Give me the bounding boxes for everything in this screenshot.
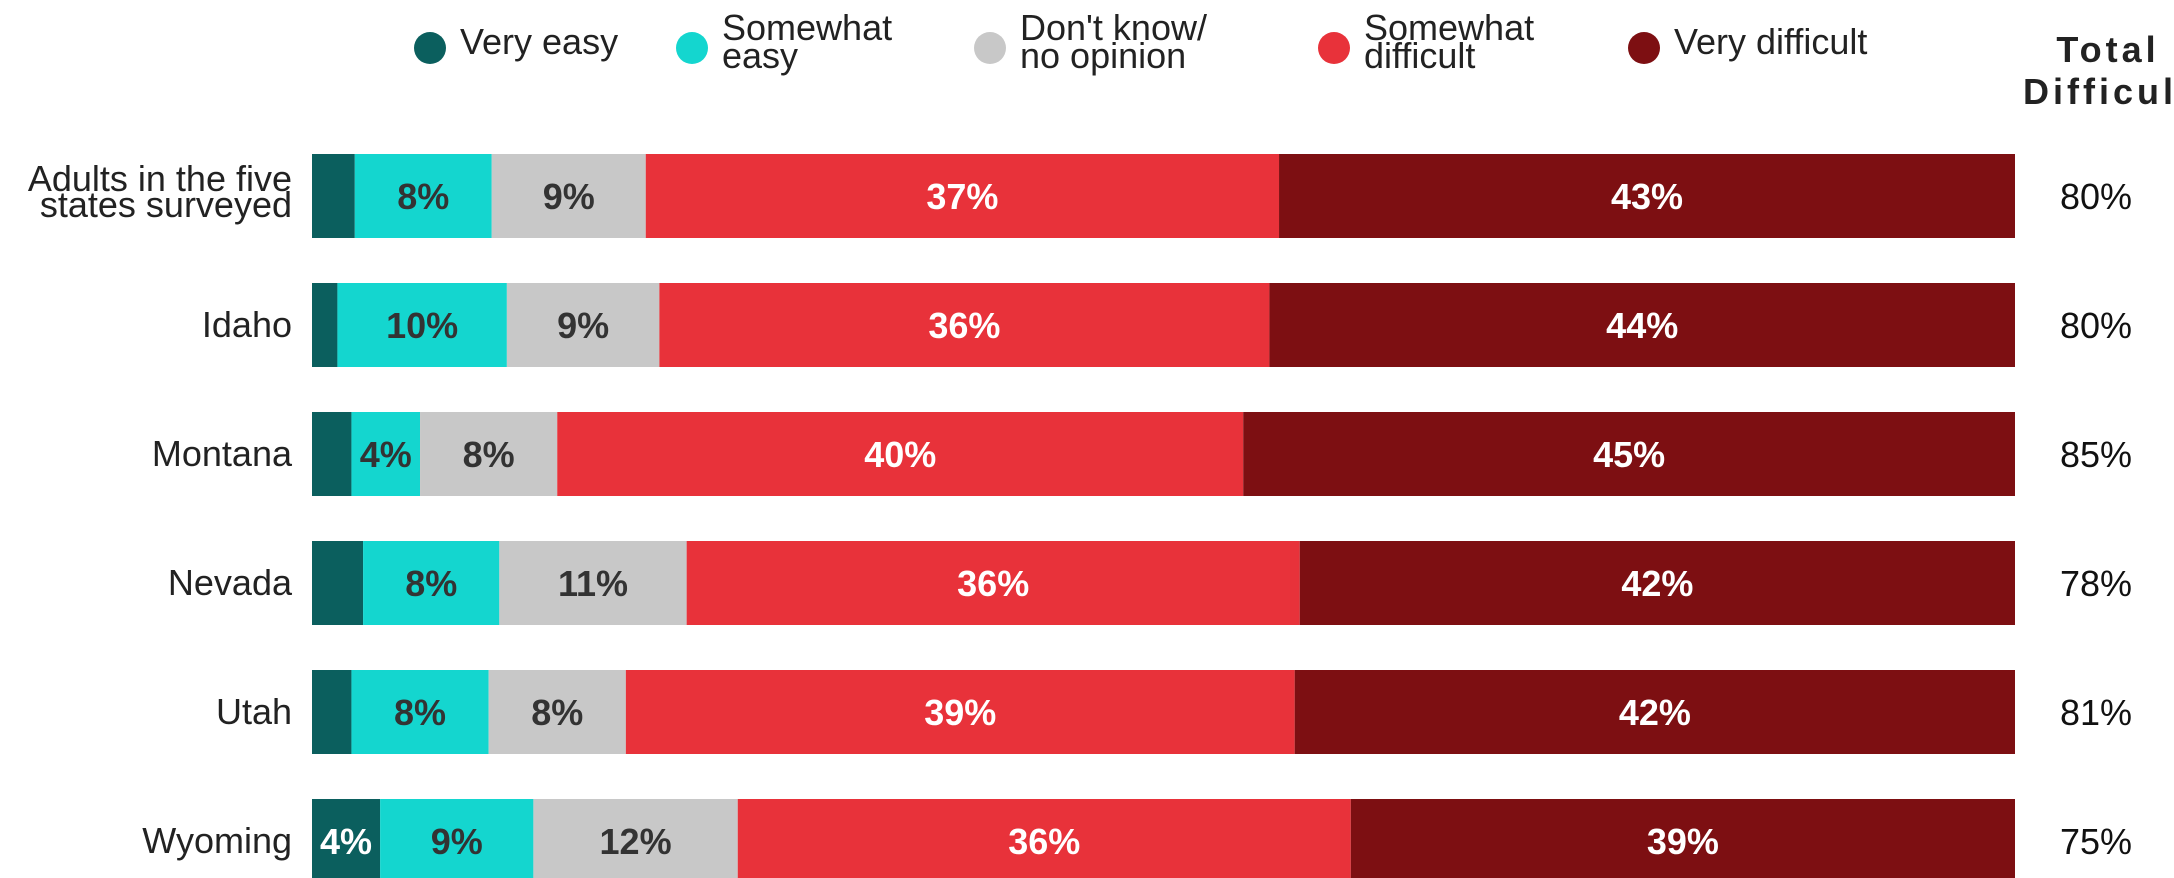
bar-segment-very-easy (312, 283, 338, 367)
data-label: 4% (320, 821, 372, 862)
total-difficult-value: 85% (2060, 434, 2132, 475)
data-label: 40% (864, 434, 936, 475)
bar-row-utah: Utah 8% 8% 39% 42% 81% (216, 670, 2132, 754)
bar-segment-somewhat-difficult (737, 799, 1351, 878)
total-header-text: Total (2056, 29, 2159, 70)
total-difficult-value: 80% (2060, 176, 2132, 217)
bar-segment-somewhat-easy (363, 541, 500, 625)
bar-segment-somewhat-easy (351, 412, 421, 496)
bar-segment-very-easy (312, 412, 352, 496)
bar-segment-somewhat-easy (351, 670, 489, 754)
total-difficult-value: 75% (2060, 821, 2132, 862)
total-difficult-value: 78% (2060, 563, 2132, 604)
bar-segment-very-difficult (1243, 412, 2015, 496)
total-difficult-value: 81% (2060, 692, 2132, 733)
legend-marker-very-easy (414, 32, 446, 64)
bar-segment-very-difficult (1299, 541, 2015, 625)
category-label: Montana (152, 433, 293, 474)
bar-segment-very-difficult (1294, 670, 2015, 754)
data-label: 42% (1621, 563, 1693, 604)
legend-label: Very easy (460, 21, 618, 62)
data-label: 44% (1606, 305, 1678, 346)
data-label: 4% (360, 434, 412, 475)
bar-row-idaho: Idaho 10% 9% 36% 44% 80% (202, 283, 2132, 367)
legend-item-very-easy: Very easy (414, 21, 618, 64)
bar-row-wyoming: Wyoming 4% 9% 12% 36% 39% 75% (142, 799, 2132, 878)
bar-segment-very-difficult (1350, 799, 2015, 878)
total-header-text: Difficult (2023, 71, 2174, 112)
legend-label: Very difficult (1674, 21, 1867, 62)
legend-item-don-t-know-no-opinion: Don't know/no opinion (974, 7, 1207, 76)
bar-segment-don-t-know-no-opinion (506, 283, 660, 367)
data-label: 36% (1008, 821, 1080, 862)
bar-segment-somewhat-difficult (645, 154, 1280, 238)
data-label: 36% (928, 305, 1000, 346)
category-label: Utah (216, 691, 292, 732)
data-label: 8% (531, 692, 583, 733)
bar-segment-somewhat-easy (380, 799, 534, 878)
category-label: Idaho (202, 304, 292, 345)
legend-label: no opinion (1020, 35, 1186, 76)
legend-label: Somewhat (1364, 7, 1534, 48)
bar-row-montana: Montana 4% 8% 40% 45% 85% (152, 412, 2132, 496)
total-difficult-value: 80% (2060, 305, 2132, 346)
bar-segment-don-t-know-no-opinion (420, 412, 558, 496)
bar-segment-somewhat-easy (337, 283, 507, 367)
data-label: 8% (394, 692, 446, 733)
legend-label: easy (722, 35, 798, 76)
legend-marker-somewhat-difficult (1318, 32, 1350, 64)
data-label: 9% (431, 821, 483, 862)
category-label: Nevada (168, 562, 293, 603)
data-label: 10% (386, 305, 458, 346)
data-label: 8% (463, 434, 515, 475)
category-label: Adults in the five (28, 158, 292, 199)
legend-marker-somewhat-easy (676, 32, 708, 64)
bar-segment-very-difficult (1279, 154, 2015, 238)
data-label: 8% (405, 563, 457, 604)
total-difficult-header: TotalDifficult (2023, 29, 2174, 112)
legend-marker-very-difficult (1628, 32, 1660, 64)
category-label: Wyoming (142, 820, 292, 861)
bar-row-nevada: Nevada 8% 11% 36% 42% 78% (168, 541, 2132, 625)
bar-segment-somewhat-easy (354, 154, 492, 238)
bar-segment-very-easy (312, 670, 352, 754)
data-label: 37% (926, 176, 998, 217)
data-label: 42% (1619, 692, 1691, 733)
category-label: states surveyed (40, 184, 292, 225)
bar-segment-don-t-know-no-opinion (499, 541, 687, 625)
data-label: 8% (397, 176, 449, 217)
bar-segment-very-easy (312, 541, 364, 625)
data-label: 39% (924, 692, 996, 733)
data-label: 36% (957, 563, 1029, 604)
data-label: 39% (1647, 821, 1719, 862)
bar-segment-don-t-know-no-opinion (491, 154, 646, 238)
data-label: 43% (1611, 176, 1683, 217)
data-label: 11% (558, 563, 628, 604)
legend-marker-don-t-know-no-opinion (974, 32, 1006, 64)
bar-segment-somewhat-difficult (659, 283, 1270, 367)
legend-label: Don't know/ (1020, 7, 1207, 48)
bar-segment-somewhat-difficult (557, 412, 1244, 496)
data-label: 9% (557, 305, 609, 346)
data-label: 45% (1593, 434, 1665, 475)
bar-segment-very-easy (312, 154, 355, 238)
data-label: 9% (543, 176, 595, 217)
legend-label: Somewhat (722, 7, 892, 48)
legend-item-very-difficult: Very difficult (1628, 21, 1867, 64)
bar-segment-don-t-know-no-opinion (488, 670, 626, 754)
bar-segment-somewhat-difficult (686, 541, 1300, 625)
data-label: 12% (600, 821, 672, 862)
bar-segment-somewhat-difficult (625, 670, 1295, 754)
legend-label: difficult (1364, 35, 1475, 76)
bar-segment-very-easy (312, 799, 381, 878)
bar-segment-don-t-know-no-opinion (533, 799, 738, 878)
bar-segment-very-difficult (1269, 283, 2015, 367)
